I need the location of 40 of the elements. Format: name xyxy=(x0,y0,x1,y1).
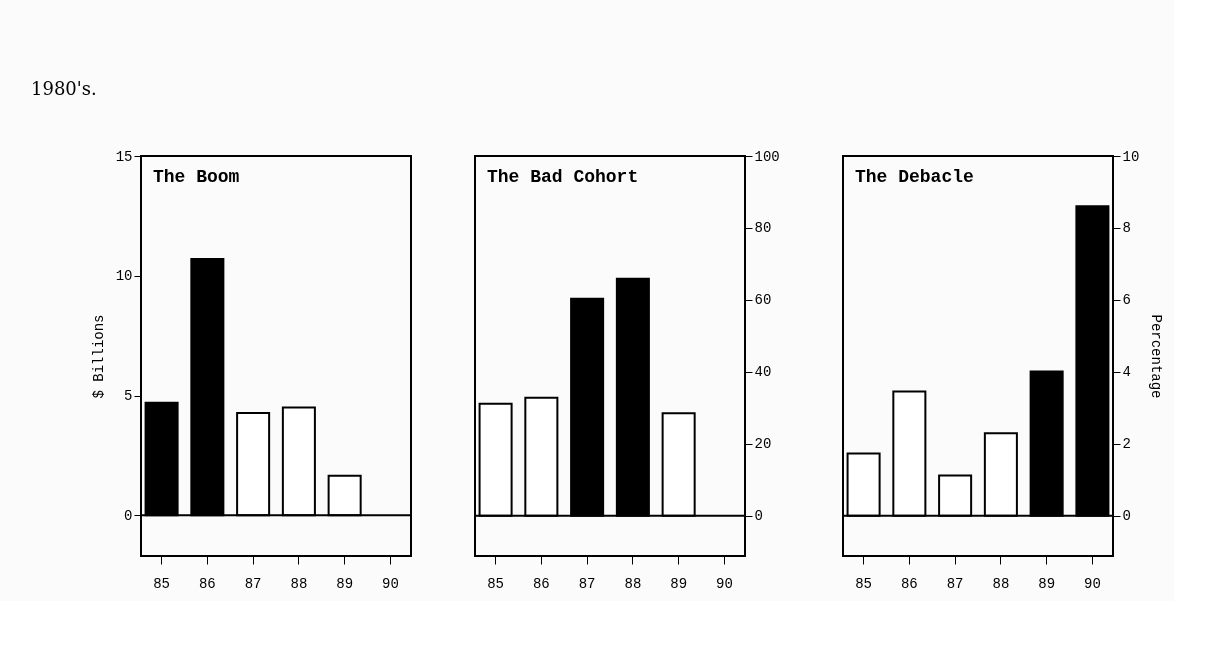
y2-tick-label: 0 xyxy=(1122,508,1131,525)
x-tick-label: 86 xyxy=(532,575,550,592)
y2-tick-label: 20 xyxy=(754,436,772,453)
x-tick-label: 85 xyxy=(487,575,504,592)
y2-tick-label: 80 xyxy=(754,220,772,237)
y2-tick-label: 8 xyxy=(1122,220,1131,237)
x-tick-label: 88 xyxy=(624,575,642,592)
y2-tick-label: 6 xyxy=(1122,292,1131,309)
x-tick-label: 87 xyxy=(578,575,596,592)
x-tick-label: 90 xyxy=(382,575,399,592)
x-tick-label: 89 xyxy=(670,575,688,592)
y2-tick-label: 40 xyxy=(754,364,772,381)
y2-axis-title: Percentage xyxy=(1148,314,1165,399)
y-tick-label: 15 xyxy=(115,148,133,165)
x-tick-label: 88 xyxy=(290,575,308,592)
text: 1980's. xyxy=(31,78,97,99)
y2-tick-label: 0 xyxy=(754,508,763,525)
y2-tick-label: 2 xyxy=(1122,436,1131,453)
x-tick-label: 85 xyxy=(153,575,170,592)
y-tick-label: 0 xyxy=(124,507,133,524)
x-tick-label: 90 xyxy=(1084,575,1101,592)
x-tick-label: 86 xyxy=(900,575,918,592)
y2-tick-label: 60 xyxy=(754,292,772,309)
y-axis-title: $ Billions xyxy=(90,314,107,399)
x-tick-label: 86 xyxy=(198,575,216,592)
x-tick-label: 90 xyxy=(716,575,733,592)
y-tick-label: 5 xyxy=(124,388,133,405)
text: The Debacle xyxy=(855,167,974,187)
y2-tick-label: 10 xyxy=(1122,148,1140,165)
x-tick-label: 88 xyxy=(992,575,1010,592)
x-tick-label: 87 xyxy=(946,575,964,592)
y2-tick-label: 4 xyxy=(1122,364,1131,381)
x-tick-label: 89 xyxy=(1038,575,1056,592)
x-tick-label: 87 xyxy=(244,575,262,592)
text: The Bad Cohort xyxy=(487,167,639,187)
y2-tick-label: 100 xyxy=(754,148,780,165)
text: The Boom xyxy=(153,167,240,187)
x-tick-label: 85 xyxy=(855,575,872,592)
x-tick-label: 89 xyxy=(336,575,354,592)
y-tick-label: 10 xyxy=(115,268,133,285)
